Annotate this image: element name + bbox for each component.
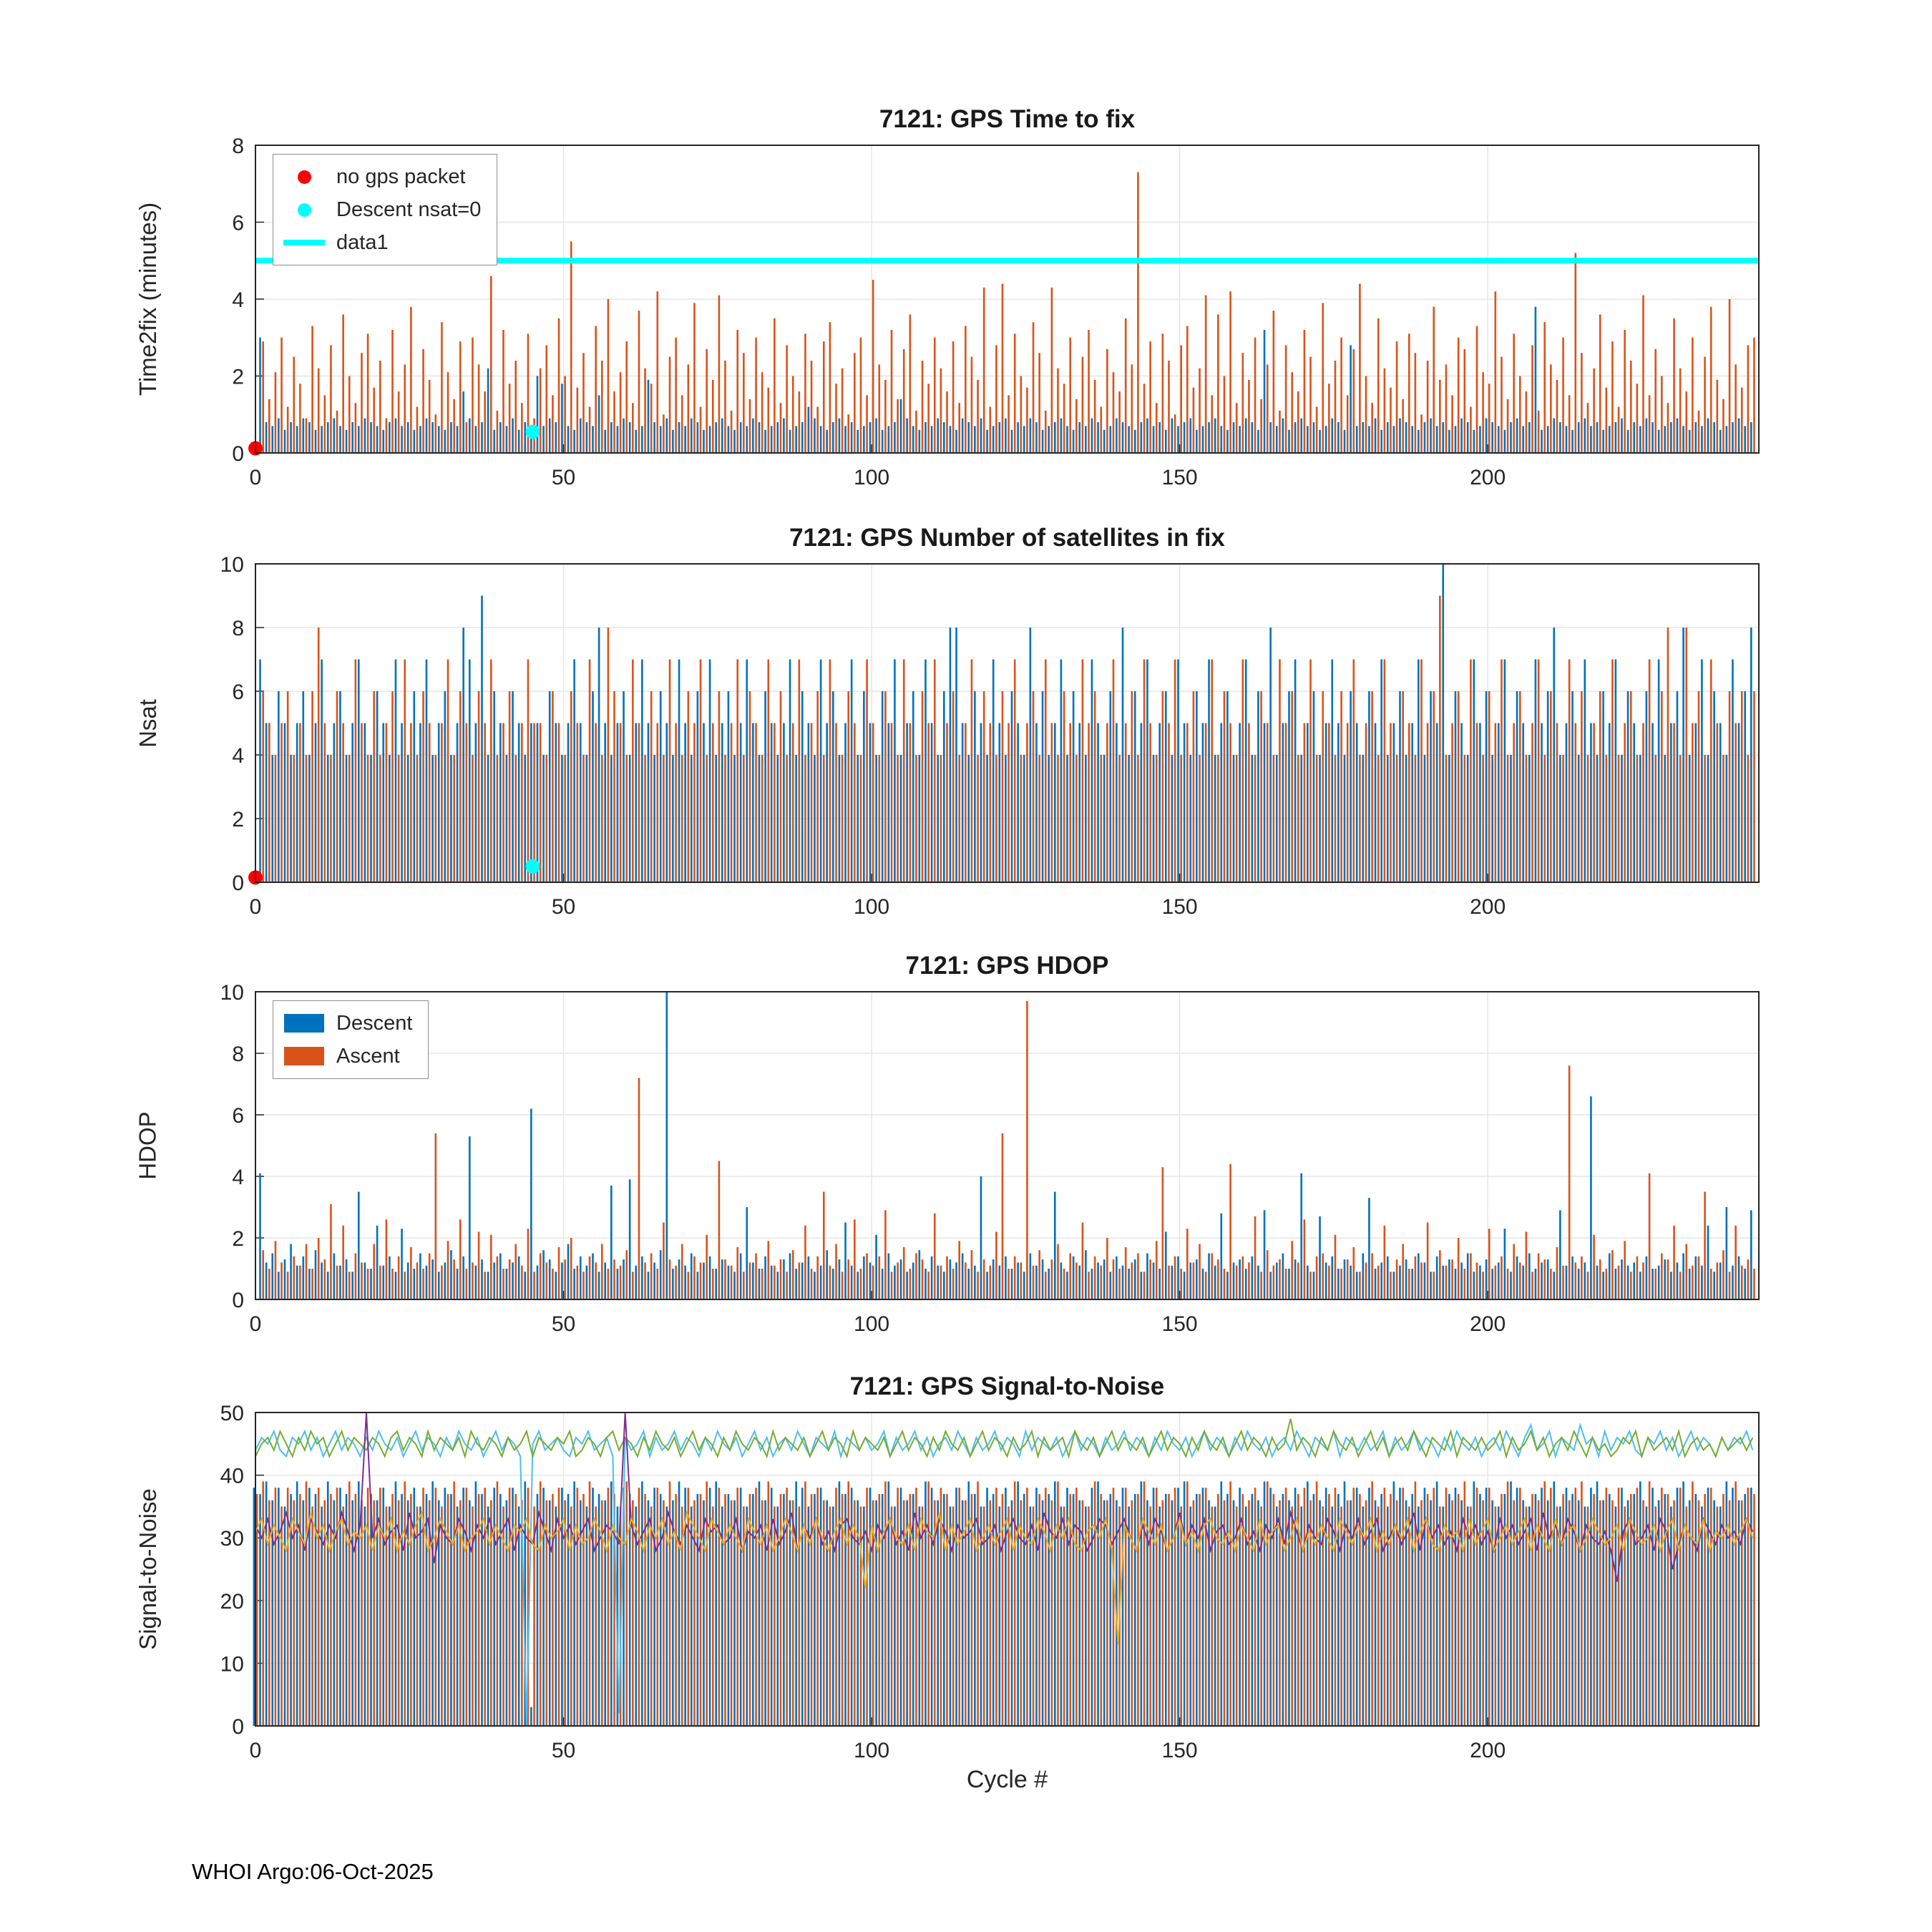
plot-area-time2fix: 0 50 100 150 200 0 2 4 6 8 bbox=[232, 135, 1760, 489]
svg-text:50: 50 bbox=[552, 466, 575, 489]
svg-text:2: 2 bbox=[232, 366, 244, 389]
svg-text:200: 200 bbox=[1470, 895, 1506, 919]
svg-text:30: 30 bbox=[220, 1527, 244, 1551]
chart-time2fix: 7121: GPS Time to fix Time2fix (minutes)… bbox=[135, 105, 1760, 489]
x-axis-label: Cycle # bbox=[966, 1766, 1048, 1793]
svg-text:200: 200 bbox=[1470, 1739, 1506, 1762]
svg-text:150: 150 bbox=[1162, 895, 1198, 919]
legend-marker-cell bbox=[282, 170, 326, 184]
svg-text:4: 4 bbox=[232, 1166, 244, 1189]
svg-text:100: 100 bbox=[854, 466, 889, 489]
legend-label: no gps packet bbox=[336, 165, 466, 188]
svg-text:0: 0 bbox=[250, 466, 262, 489]
cyan-dot-icon bbox=[297, 203, 311, 217]
svg-text:100: 100 bbox=[854, 895, 889, 919]
descent-patch-icon bbox=[284, 1014, 324, 1033]
chart-title: 7121: GPS Number of satellites in fix bbox=[789, 524, 1225, 552]
svg-text:2: 2 bbox=[232, 1227, 244, 1251]
cyan-line-icon bbox=[283, 240, 325, 245]
legend-item: data1 bbox=[282, 228, 481, 258]
legend-hdop: Descent Ascent bbox=[273, 1000, 429, 1079]
legend-marker-cell bbox=[282, 1047, 326, 1065]
y-axis-label: Signal-to-Noise bbox=[135, 1488, 162, 1650]
red-dot-icon bbox=[297, 170, 311, 184]
svg-text:20: 20 bbox=[220, 1590, 244, 1614]
svg-text:4: 4 bbox=[232, 288, 244, 312]
svg-text:100: 100 bbox=[854, 1312, 889, 1336]
ascent-patch-icon bbox=[284, 1047, 324, 1065]
svg-text:50: 50 bbox=[552, 1312, 575, 1336]
svg-text:8: 8 bbox=[232, 135, 244, 158]
svg-text:0: 0 bbox=[232, 872, 244, 895]
svg-text:200: 200 bbox=[1470, 466, 1506, 489]
legend-marker-cell bbox=[282, 203, 326, 217]
svg-text:200: 200 bbox=[1470, 1312, 1506, 1336]
plot-area-hdop: 0 50 100 150 200 0 2 4 6 8 10 bbox=[220, 981, 1760, 1336]
legend-item: no gps packet bbox=[282, 162, 481, 192]
svg-text:0: 0 bbox=[232, 1289, 244, 1312]
svg-text:150: 150 bbox=[1162, 1312, 1198, 1336]
svg-text:50: 50 bbox=[552, 895, 575, 919]
legend-item: Descent nsat=0 bbox=[282, 195, 481, 225]
svg-text:0: 0 bbox=[250, 895, 262, 919]
legend-label: Descent bbox=[336, 1011, 413, 1035]
legend-time2fix: no gps packet Descent nsat=0 data1 bbox=[273, 154, 498, 265]
svg-text:10: 10 bbox=[220, 981, 244, 1005]
svg-text:0: 0 bbox=[250, 1739, 262, 1762]
legend-marker-cell bbox=[282, 1014, 326, 1033]
y-axis-label-wrap: HDOP bbox=[130, 992, 166, 1299]
chart-title: 7121: GPS Time to fix bbox=[879, 105, 1136, 133]
svg-text:6: 6 bbox=[232, 1104, 244, 1128]
svg-text:10: 10 bbox=[220, 1652, 244, 1676]
svg-text:150: 150 bbox=[1162, 466, 1198, 489]
chart-nsat: 7121: GPS Number of satellites in fix Ns… bbox=[135, 524, 1760, 919]
svg-text:100: 100 bbox=[854, 1739, 889, 1762]
svg-text:150: 150 bbox=[1162, 1739, 1198, 1762]
svg-text:10: 10 bbox=[220, 553, 244, 577]
svg-text:0: 0 bbox=[232, 442, 244, 466]
legend-label: Ascent bbox=[336, 1044, 400, 1068]
legend-item: Ascent bbox=[282, 1041, 412, 1071]
svg-text:2: 2 bbox=[232, 808, 244, 831]
y-axis-label-wrap: Time2fix (minutes) bbox=[130, 145, 166, 453]
legend-item: Descent bbox=[282, 1008, 412, 1038]
svg-text:50: 50 bbox=[220, 1402, 244, 1425]
svg-text:40: 40 bbox=[220, 1465, 244, 1488]
y-axis-label-wrap: Nsat bbox=[130, 564, 166, 882]
chart-snr: 7121: GPS Signal-to-Noise Signal-to-Nois… bbox=[135, 1372, 1760, 1762]
legend-label: Descent nsat=0 bbox=[336, 197, 482, 221]
svg-text:0: 0 bbox=[250, 1312, 262, 1336]
chart-title: 7121: GPS Signal-to-Noise bbox=[849, 1372, 1165, 1400]
svg-text:6: 6 bbox=[232, 212, 244, 235]
plot-area-snr: 0 50 100 150 200 0 10 20 30 40 50 bbox=[220, 1402, 1760, 1762]
legend-marker-cell bbox=[282, 240, 326, 245]
svg-text:4: 4 bbox=[232, 744, 244, 768]
svg-text:6: 6 bbox=[232, 680, 244, 704]
svg-text:0: 0 bbox=[232, 1715, 244, 1739]
legend-label: data1 bbox=[336, 230, 389, 254]
y-axis-label: Nsat bbox=[135, 698, 162, 748]
y-axis-label: Time2fix (minutes) bbox=[135, 202, 161, 396]
svg-text:8: 8 bbox=[232, 617, 244, 640]
chart-title: 7121: GPS HDOP bbox=[905, 952, 1109, 980]
svg-text:50: 50 bbox=[552, 1739, 575, 1762]
y-axis-label: HDOP bbox=[135, 1111, 161, 1180]
chart-hdop: 7121: GPS HDOP HDOP 0 50 100 150 200 0 2 4 6 8 10 … bbox=[135, 952, 1760, 1336]
footer-text: WHOI Argo:06-Oct-2025 bbox=[192, 1859, 434, 1884]
plot-area-nsat: 0 50 100 150 200 0 2 4 6 8 10 bbox=[220, 553, 1760, 919]
y-axis-label-wrap: Signal-to-Noise bbox=[130, 1413, 166, 1726]
svg-text:8: 8 bbox=[232, 1043, 244, 1066]
